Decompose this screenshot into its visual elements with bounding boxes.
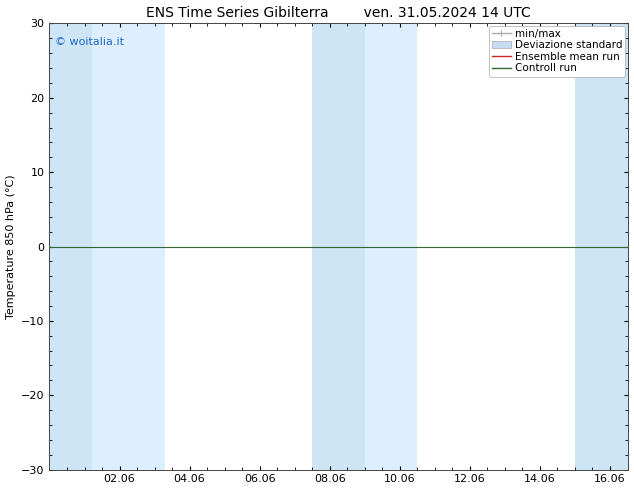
Bar	[312, 24, 365, 469]
Title: ENS Time Series Gibilterra        ven. 31.05.2024 14 UTC: ENS Time Series Gibilterra ven. 31.05.20…	[146, 5, 531, 20]
Bar	[365, 24, 417, 469]
Bar	[575, 24, 628, 469]
Text: © woitalia.it: © woitalia.it	[55, 37, 124, 47]
Bar	[91, 24, 165, 469]
Bar	[49, 24, 91, 469]
Legend: min/max, Deviazione standard, Ensemble mean run, Controll run: min/max, Deviazione standard, Ensemble m…	[489, 25, 625, 76]
Y-axis label: Temperature 850 hPa (°C): Temperature 850 hPa (°C)	[6, 174, 16, 319]
